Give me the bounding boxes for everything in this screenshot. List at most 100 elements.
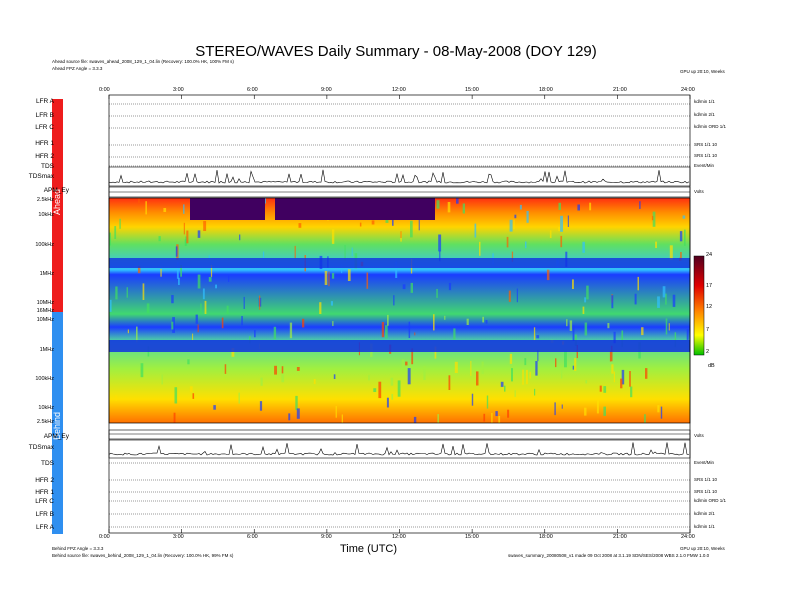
- spectrogram-streak: [558, 226, 560, 232]
- behind-tdsmax-trace: [108, 442, 690, 456]
- spectrogram-streak: [288, 413, 291, 421]
- colorbar-tick: 2: [706, 349, 710, 355]
- spectrogram-streak: [331, 229, 335, 244]
- spectrogram-streak: [526, 369, 528, 385]
- spectrogram-streak: [197, 230, 201, 238]
- spectrogram-streak: [536, 335, 540, 339]
- spectrogram-streak: [393, 295, 395, 306]
- spectrogram-streak: [262, 251, 265, 259]
- spectrogram-streak: [378, 381, 382, 399]
- behind-tdsmax-label: TDSmax: [28, 444, 54, 451]
- spectrogram-streak: [554, 402, 556, 416]
- colorbar: [693, 255, 705, 356]
- spectrogram-streak: [470, 361, 472, 376]
- x-tick-bottom: 21:00: [613, 534, 627, 540]
- spectrogram-streak: [682, 215, 686, 219]
- spectrogram-streak: [511, 251, 514, 262]
- spectrogram-streak: [224, 364, 227, 374]
- spectrogram-streak: [302, 318, 305, 328]
- spectrogram-streak: [613, 371, 615, 383]
- behind-panel-grid: [109, 462, 690, 528]
- spectrogram-streak: [610, 345, 613, 362]
- spectrogram-streak: [137, 266, 141, 274]
- spectrogram-streak: [146, 303, 150, 314]
- spectrogram-streak: [519, 204, 522, 210]
- x-tick-bottom: 6:00: [247, 534, 258, 540]
- spectrogram-streak: [341, 414, 343, 423]
- spectrogram-streak: [332, 321, 334, 326]
- spectrogram-streak: [114, 226, 117, 239]
- spectrogram-streak: [381, 322, 385, 338]
- spectrogram-streak: [281, 366, 284, 374]
- spectrogram-streak: [434, 346, 437, 359]
- spectrogram-streak: [386, 397, 389, 408]
- ahead-tdsmax-trace: [108, 169, 690, 184]
- behind-lfr-c-right: kd/min ORD 1/1: [694, 498, 727, 503]
- spectrogram-streak: [221, 317, 224, 329]
- freq-tick-left: 2.5kHz: [36, 419, 54, 425]
- spectrogram-streak: [390, 377, 394, 386]
- spectrogram-streak: [187, 359, 190, 365]
- spectrogram-streak: [295, 395, 298, 411]
- spectrogram-streak: [184, 239, 187, 246]
- spectrogram-streak: [313, 379, 316, 385]
- spectrogram-streak: [344, 245, 346, 261]
- spectrogram-streak: [555, 358, 557, 368]
- spectrogram-streak: [511, 368, 513, 382]
- spectrogram-streak: [296, 367, 300, 371]
- x-tick-bottom: 18:00: [539, 534, 553, 540]
- spectrogram-streak: [509, 353, 513, 364]
- spectrogram-streak: [668, 323, 670, 331]
- spectrogram-streak: [228, 275, 230, 282]
- behind-panel-label-hfr-1: HFR 1: [35, 489, 54, 496]
- spectrogram-streak: [613, 331, 616, 344]
- x-tick-bottom: 0:00: [99, 534, 110, 540]
- spectrogram-streak: [163, 208, 167, 212]
- spectrogram-streak: [534, 388, 536, 396]
- spectrogram-streak: [405, 361, 408, 366]
- spectrogram-streak: [433, 314, 435, 331]
- spectrogram-streak: [202, 288, 205, 300]
- spectrogram-streak: [395, 261, 398, 278]
- spectrogram-streak: [629, 371, 631, 387]
- spectrogram-streak: [549, 230, 552, 238]
- spectrogram-streak: [138, 198, 140, 204]
- spectrogram-streak: [391, 393, 394, 400]
- spectrogram-streak: [351, 247, 353, 256]
- x-tick-bottom: 9:00: [321, 534, 332, 540]
- spectrogram-streak: [669, 245, 673, 260]
- spectrogram-streak: [126, 287, 128, 298]
- x-tick-top: 15:00: [465, 87, 479, 93]
- x-tick-top: 6:00: [247, 87, 258, 93]
- spectrogram-streak: [289, 322, 293, 339]
- x-tick-top: 12:00: [392, 87, 406, 93]
- spectrogram-streak: [173, 412, 176, 423]
- ahead-dark-band: [275, 198, 435, 220]
- x-tick-top: 3:00: [173, 87, 184, 93]
- spectrogram-streak: [665, 293, 667, 305]
- spectrogram-streak: [210, 264, 213, 277]
- spectrogram-streak: [260, 377, 263, 386]
- behind-run-info: GPU up 20:10, Weeks: [680, 546, 725, 551]
- spectrogram-streak: [644, 414, 646, 423]
- spectrogram-streak: [414, 332, 416, 336]
- spectrogram-streak: [273, 326, 277, 340]
- spectrogram-streak: [249, 336, 251, 344]
- behind-lfr-b-right: kd/min 2/1: [694, 511, 715, 516]
- spectrogram-streak: [596, 400, 599, 414]
- spectrogram-streak: [482, 316, 484, 323]
- spectrogram-streak: [672, 294, 676, 307]
- spectrogram-streak: [652, 211, 656, 227]
- spectrogram-streak: [180, 265, 182, 277]
- spectrogram-streak: [161, 374, 163, 385]
- ahead-apm-unit: Volts: [694, 189, 704, 194]
- freq-tick-left: 100kHz: [35, 376, 54, 382]
- spectrogram-streak: [189, 386, 193, 393]
- x-tick-top: 9:00: [321, 87, 332, 93]
- spectrogram-streak: [115, 395, 117, 401]
- x-tick-bottom: 24:00: [681, 534, 695, 540]
- spectrogram-streak: [486, 395, 489, 409]
- spectrogram-streak: [319, 302, 322, 314]
- spectrogram-streak: [611, 295, 614, 309]
